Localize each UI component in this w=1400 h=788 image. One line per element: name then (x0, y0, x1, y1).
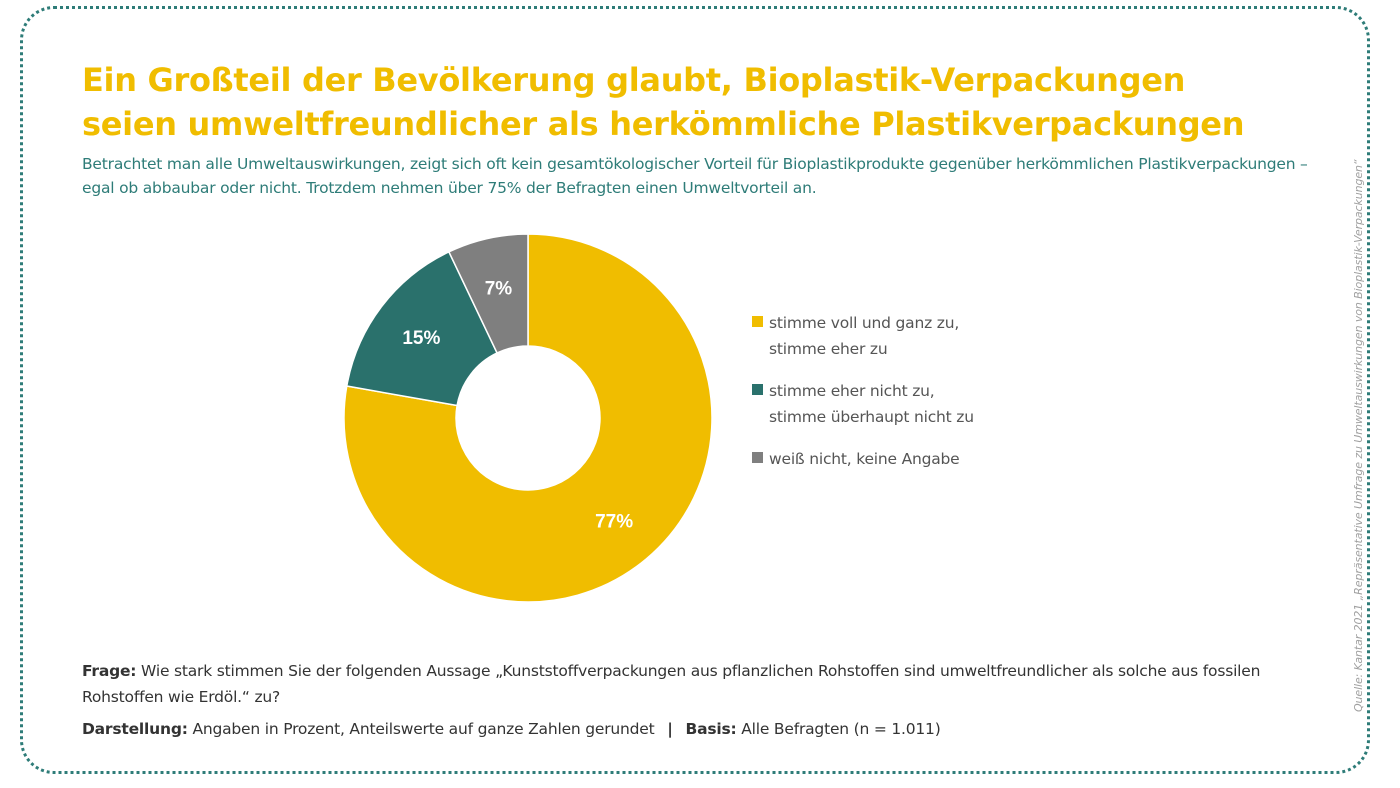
legend-swatch-no-answer (752, 452, 763, 463)
legend-item-disagree: stimme eher nicht zu, stimme überhaupt n… (752, 378, 1052, 430)
donut-slice-agree (343, 233, 713, 603)
legend-label-agree: stimme voll und ganz zu, stimme eher zu (769, 314, 960, 358)
legend-label-no-answer: weiß nicht, keine Angabe (769, 450, 960, 468)
legend-label-disagree: stimme eher nicht zu, stimme überhaupt n… (769, 382, 974, 426)
footer-presentation-label: Darstellung: (82, 720, 188, 738)
slice-label-no-answer: 7% (485, 278, 513, 299)
footer-question-text: Wie stark stimmen Sie der folgenden Auss… (82, 662, 1261, 706)
slice-label-agree: 77% (595, 512, 633, 533)
footer-presentation: Darstellung: Angaben in Prozent, Anteils… (82, 716, 1312, 742)
legend-item-no-answer: weiß nicht, keine Angabe (752, 446, 1052, 472)
page-subtitle: Betrachtet man alle Umweltauswirkungen, … (82, 155, 1308, 197)
footer-basis-label: Basis: (685, 720, 737, 738)
footer-basis-text: Alle Befragten (n = 1.011) (741, 720, 941, 738)
source-note: Quelle: Kantar 2021 „Repräsentative Umfr… (1352, 159, 1365, 712)
slice-label-disagree: 15% (402, 328, 440, 349)
chart-legend: stimme voll und ganz zu, stimme eher zu … (752, 310, 1052, 488)
footer-separator: | (667, 720, 673, 738)
footer-question-label: Frage: (82, 662, 137, 680)
legend-item-agree: stimme voll und ganz zu, stimme eher zu (752, 310, 1052, 362)
legend-swatch-disagree (752, 384, 763, 395)
page-title: Ein Großteil der Bevölkerung glaubt, Bio… (82, 61, 1245, 143)
donut-slice-no-answer (447, 233, 529, 354)
dotted-frame (20, 6, 1370, 774)
footer-presentation-text: Angaben in Prozent, Anteilswerte auf gan… (192, 720, 655, 738)
legend-swatch-agree (752, 316, 763, 327)
footer-question: Frage: Wie stark stimmen Sie der folgend… (82, 658, 1312, 710)
donut-chart: 77% 15% 7% (343, 233, 713, 603)
donut-slice-disagree (345, 250, 499, 407)
